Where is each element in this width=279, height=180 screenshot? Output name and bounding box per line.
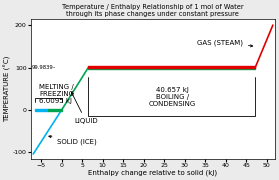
Bar [48, 109, 62, 111]
Title: Temperature / Enthalpy Relationship of 1 mol of Water
through its phase changes : Temperature / Enthalpy Relationship of 1… [62, 4, 244, 17]
Text: SOLID (ICE): SOLID (ICE) [49, 136, 97, 145]
Text: LIQUID: LIQUID [71, 92, 97, 124]
Text: 99.9839–: 99.9839– [31, 65, 56, 70]
Y-axis label: TEMPERATURE (°C): TEMPERATURE (°C) [4, 56, 11, 122]
Text: GAS (STEAM): GAS (STEAM) [197, 39, 253, 47]
X-axis label: Enthalpy change relative to solid (kJ): Enthalpy change relative to solid (kJ) [88, 169, 217, 176]
Text: MELTING /
FREEZING
6.0095 kJ: MELTING / FREEZING 6.0095 kJ [39, 84, 74, 104]
Text: 40.657 kJ
BOILING /
CONDENSING: 40.657 kJ BOILING / CONDENSING [149, 87, 196, 107]
Bar [35, 109, 48, 111]
